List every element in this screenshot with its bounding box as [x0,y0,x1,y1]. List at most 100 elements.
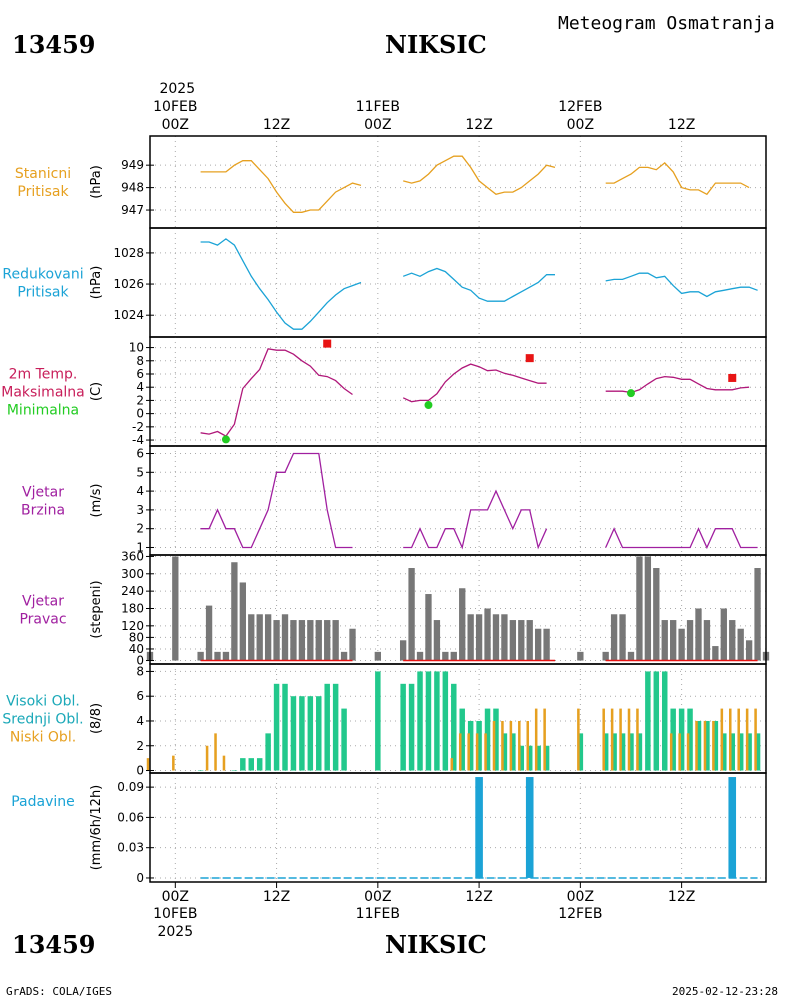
bar-mark [399,640,407,661]
bar-mark [712,646,719,661]
bar-mark [745,640,753,661]
bar-mark [332,683,339,771]
bar-mark [686,620,694,661]
bar-mark [627,708,631,771]
panel-label: Vjetar [22,594,64,610]
bar-mark [492,720,496,771]
bar-mark [214,733,217,771]
bar-mark [476,720,482,771]
series-line [402,267,555,302]
bar-mark [509,620,517,661]
min-temp-marker [221,435,230,444]
bottom-time-tick-label: 12Z [668,889,695,905]
bar-mark [534,708,538,771]
y-tick-label: 8 [136,664,144,678]
panel-station-pressure: 947 948 949 (hPa) Stanicni Pritisak [15,135,767,229]
bar-mark [416,651,424,661]
min-temp-marker [626,389,635,398]
max-temp-marker [728,373,737,382]
y-tick-label: 3 [136,503,144,517]
bar-mark [746,733,752,771]
bar-mark [729,708,732,771]
bar-mark [501,614,508,661]
bar-mark [729,733,735,771]
y-tick-label: 0.09 [117,780,144,794]
bar-mark [484,733,487,771]
bar-mark [754,708,757,771]
panel-precipitation: 0 0.03 0.06 0.09 (mm/6h/12h) Padavine [11,772,767,885]
bar-mark [264,614,272,661]
bar-mark [644,556,652,661]
bar-mark [290,620,297,661]
panel-label: Brzina [21,503,65,519]
bar-mark [737,708,740,771]
bar-mark [256,758,263,771]
bar-mark [146,758,150,771]
y-tick-label: 240 [121,584,144,598]
bar-mark [695,608,702,661]
max-temp-marker [323,339,332,348]
bar-mark [340,651,348,661]
bar-mark [619,708,622,771]
bar-mark [712,720,715,771]
bar-mark [754,733,761,771]
bottom-date-label: 11FEB [356,906,400,922]
bar-mark [619,614,626,661]
bar-mark [525,777,534,878]
bar-mark [543,745,550,771]
y-unit-label: (mm/6h/12h) [89,785,104,871]
y-tick-label: 1024 [113,308,144,322]
bar-mark [745,708,749,771]
bar-mark [636,733,643,771]
bar-mark [678,733,681,771]
bar-mark [231,770,238,772]
series-line [403,489,548,550]
bottom-time-tick-label: 12Z [263,889,290,905]
bar-mark [248,614,255,661]
y-tick-label: 0 [136,407,144,421]
bar-mark [408,683,415,771]
y-tick-label: 4 [136,714,144,728]
bar-mark [661,671,668,771]
bar-mark [240,758,246,771]
bar-mark [704,720,710,771]
bar-mark [729,620,736,661]
bar-mark [349,628,356,661]
top-date-label: 11FEB [356,99,400,115]
bar-mark [518,620,525,661]
bar-mark [205,605,213,661]
bar-mark [669,733,673,771]
bar-mark [526,620,533,661]
bar-mark [510,733,516,771]
bar-mark [467,720,474,771]
bar-mark [577,708,580,771]
panel-wind-speed: 1 2 3 4 5 6 (m/s) Vjetar Brzina [21,445,767,556]
bar-mark [299,696,305,771]
y-tick-label: 949 [121,158,144,172]
bar-mark [307,620,314,661]
bar-mark [645,671,651,771]
bar-mark [653,568,660,661]
bar-mark [526,720,530,771]
bar-mark [484,708,491,771]
bar-mark [728,777,737,878]
bar-mark [451,683,457,771]
series-line [200,452,353,549]
bottom-year-label: 2025 [157,924,193,940]
bar-mark [492,614,500,661]
y-tick-label: 10 [129,341,144,355]
bar-mark [197,770,204,772]
bar-mark [332,620,339,661]
bar-mark [475,777,483,878]
series-line [605,162,750,196]
y-tick-label: 6 [136,447,144,461]
panel-reduced-pressure: 1024 1026 1028 (hPa) Redukovani Pritisak [2,227,767,338]
bar-mark [577,651,584,661]
y-tick-label: 1 [136,540,144,554]
bar-mark [222,755,226,771]
bar-mark [535,745,541,771]
y-tick-label: 120 [121,619,144,633]
y-tick-label: 8 [136,354,144,368]
bottom-date-label: 12FEB [558,906,602,922]
